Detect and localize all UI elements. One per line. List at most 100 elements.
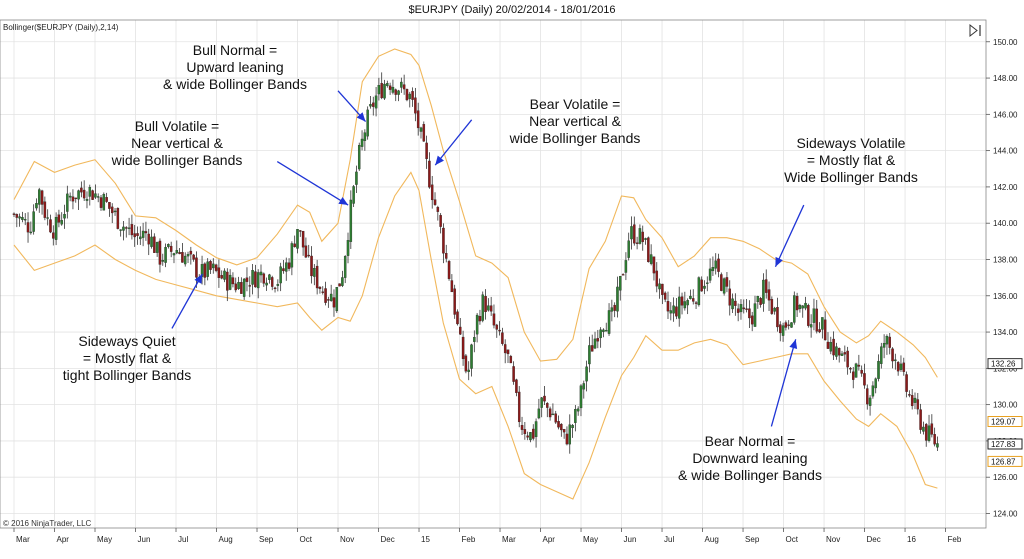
candle-body bbox=[206, 261, 209, 277]
annotation-bear-normal: Bear Normal = Downward leaning & wide Bo… bbox=[655, 433, 845, 484]
candle-body bbox=[714, 260, 717, 269]
candle-body bbox=[343, 256, 347, 278]
annotation-line: wide Bollinger Bands bbox=[111, 152, 243, 168]
candle-body bbox=[282, 268, 285, 272]
candle-body bbox=[854, 363, 858, 378]
candle-body bbox=[321, 291, 325, 293]
candle-body bbox=[787, 324, 790, 326]
arrow-shaft bbox=[171, 273, 203, 329]
candle-body bbox=[655, 270, 659, 287]
candle-body bbox=[475, 314, 479, 335]
candle-body bbox=[930, 423, 934, 435]
candle-body bbox=[798, 304, 802, 310]
x-tick-label: Oct bbox=[300, 535, 313, 544]
candle-body bbox=[868, 397, 872, 406]
candle-body bbox=[397, 90, 400, 95]
candle-body bbox=[102, 194, 106, 211]
candle-body bbox=[790, 322, 793, 328]
candle-body bbox=[764, 279, 768, 293]
annotation-line: Near vertical & bbox=[529, 113, 621, 129]
candle-body bbox=[711, 267, 715, 272]
candle-body bbox=[484, 295, 487, 313]
candle-body bbox=[924, 424, 928, 441]
candle-body bbox=[400, 81, 403, 88]
price-candles bbox=[12, 72, 939, 454]
candle-body bbox=[534, 421, 538, 438]
candle-body bbox=[689, 295, 692, 299]
candle-body bbox=[703, 285, 706, 289]
candle-body bbox=[633, 224, 636, 244]
annotation-line: Upward leaning bbox=[186, 59, 284, 75]
x-tick-label: Dec bbox=[381, 535, 395, 544]
candle-body bbox=[849, 368, 852, 370]
candle-body bbox=[439, 215, 442, 227]
candle-body bbox=[607, 310, 611, 334]
annotation-bear-volatile: Bear Volatile = Near vertical & wide Bol… bbox=[480, 96, 670, 147]
candle-body bbox=[183, 255, 187, 265]
x-tick-label: Feb bbox=[948, 535, 962, 544]
candle-body bbox=[933, 434, 936, 445]
candle-body bbox=[380, 83, 383, 99]
candle-body bbox=[652, 256, 656, 274]
candle-body bbox=[43, 201, 47, 218]
candle-body bbox=[189, 250, 193, 255]
candle-body bbox=[150, 236, 153, 247]
candle-body bbox=[450, 280, 454, 293]
candle-body bbox=[310, 255, 313, 277]
candle-body bbox=[801, 305, 804, 309]
x-tick-label: Mar bbox=[16, 535, 30, 544]
candle-body bbox=[616, 286, 619, 312]
candle-body bbox=[759, 298, 762, 305]
candle-body bbox=[18, 216, 21, 219]
bear-volatile-arrow bbox=[434, 119, 473, 166]
panel-toggle-icon[interactable] bbox=[965, 22, 983, 38]
bull-volatile-arrow bbox=[276, 160, 349, 206]
annotation-bull-normal: Bull Normal = Upward leaning & wide Boll… bbox=[140, 42, 330, 93]
candle-body bbox=[139, 236, 142, 240]
candle-body bbox=[807, 305, 810, 326]
y-tick-label: 124.00 bbox=[993, 509, 1018, 518]
candle-body bbox=[366, 109, 369, 137]
candle-body bbox=[209, 261, 212, 270]
candle-body bbox=[840, 353, 844, 356]
candle-body bbox=[728, 288, 731, 306]
candle-body bbox=[245, 277, 249, 282]
candle-body bbox=[335, 287, 339, 312]
candle-body bbox=[223, 270, 226, 280]
candle-body bbox=[548, 408, 552, 418]
sideways-volatile-arrow bbox=[774, 204, 805, 268]
x-tick-label: Nov bbox=[826, 535, 840, 544]
candle-body bbox=[456, 311, 459, 325]
candle-body bbox=[843, 352, 847, 355]
candle-body bbox=[172, 253, 176, 256]
candle-body bbox=[517, 391, 521, 423]
x-tick-label: 15 bbox=[421, 535, 430, 544]
candle-body bbox=[644, 238, 647, 240]
candle-body bbox=[40, 190, 44, 205]
candle-body bbox=[767, 289, 771, 301]
candle-body bbox=[649, 254, 653, 264]
candle-body bbox=[627, 240, 630, 258]
candle-body bbox=[919, 409, 922, 430]
candle-body bbox=[296, 229, 299, 249]
candle-body bbox=[12, 213, 16, 215]
price-marker-box bbox=[987, 416, 1023, 428]
candle-body bbox=[630, 226, 633, 240]
candle-body bbox=[638, 228, 642, 244]
candle-body bbox=[217, 267, 221, 278]
candle-body bbox=[116, 208, 120, 229]
candle-body bbox=[363, 132, 367, 141]
candle-body bbox=[736, 308, 740, 313]
candle-body bbox=[529, 432, 532, 441]
candle-body bbox=[430, 184, 434, 201]
candle-body bbox=[136, 233, 139, 236]
y-tick-label: 146.00 bbox=[993, 110, 1018, 119]
candle-body bbox=[357, 145, 361, 170]
candle-body bbox=[290, 243, 294, 268]
candle-body bbox=[776, 307, 779, 328]
candle-body bbox=[781, 325, 785, 336]
y-tick-label: 138.00 bbox=[993, 255, 1018, 264]
candle-body bbox=[147, 233, 150, 245]
candle-body bbox=[908, 394, 911, 396]
